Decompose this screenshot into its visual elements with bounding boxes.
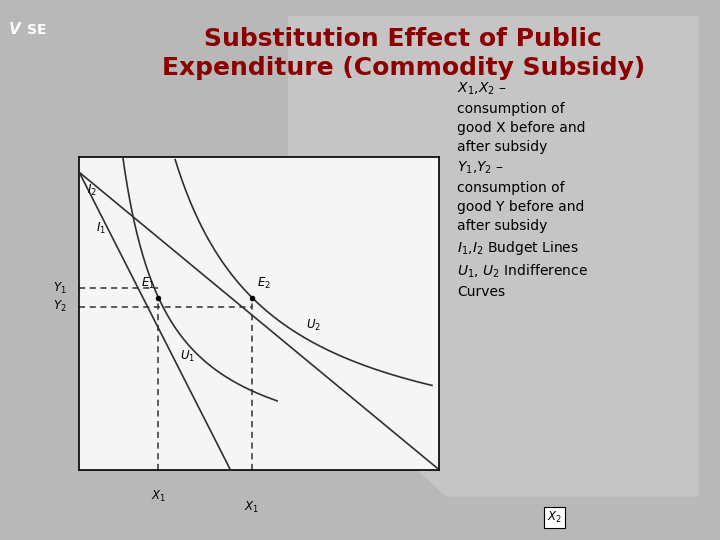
Text: $I_2$: $I_2$	[87, 183, 96, 198]
Polygon shape	[288, 16, 698, 497]
Text: $I_1$: $I_1$	[96, 221, 106, 236]
Text: $X_1$: $X_1$	[151, 489, 166, 504]
Text: $Y_2$: $Y_2$	[53, 299, 67, 314]
Text: Substitution Effect of Public
Expenditure (Commodity Subsidy): Substitution Effect of Public Expenditur…	[161, 27, 645, 80]
Text: $X_1$: $X_1$	[245, 500, 259, 515]
Text: $E_2$: $E_2$	[258, 275, 271, 291]
Text: $U_2$: $U_2$	[306, 318, 320, 333]
Text: $U_1$: $U_1$	[180, 349, 194, 364]
Text: $Y_1$: $Y_1$	[53, 281, 67, 296]
Text: $X_1$,$X_2$ –
consumption of
good X before and
after subsidy
$Y_1$,$Y_2$ –
consu: $X_1$,$X_2$ – consumption of good X befo…	[457, 81, 588, 299]
Text: $E_1$: $E_1$	[141, 275, 155, 291]
Text: $X_2$: $X_2$	[547, 510, 562, 525]
Text: V: V	[9, 23, 20, 37]
Text: SE: SE	[27, 23, 47, 37]
